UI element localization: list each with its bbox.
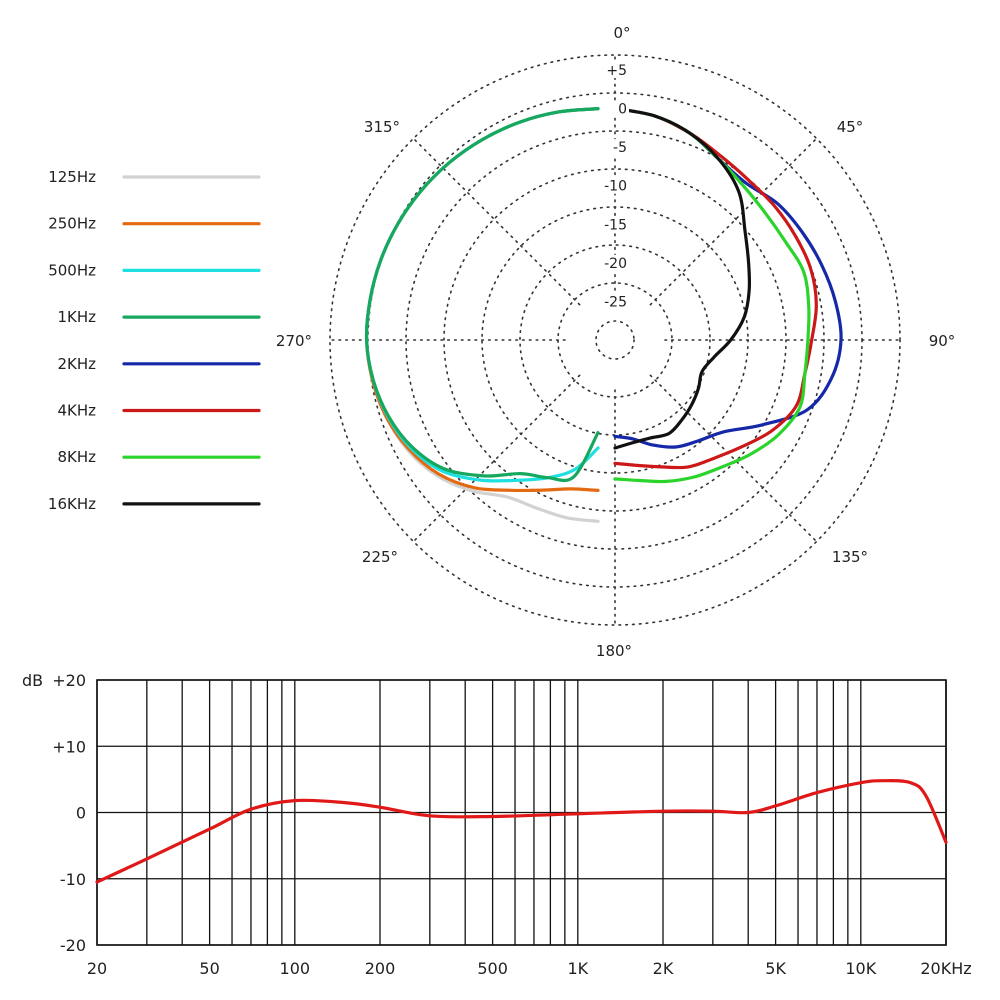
legend-label: 250Hz xyxy=(48,215,96,233)
polar-series-16khz xyxy=(613,107,752,450)
response-y-tick-label: -20 xyxy=(60,936,86,955)
legend-label: 8KHz xyxy=(57,448,96,466)
polar-radial-label-bg xyxy=(601,100,629,117)
polar-chart: +5 0 -5 -10 -15 -20 -25 0° 45° 90° 135° 180° 225° 27… xyxy=(276,24,955,660)
polar-radial-label: 0 xyxy=(618,102,627,118)
polar-radial-label: +5 xyxy=(606,63,627,79)
polar-ring xyxy=(443,168,787,512)
polar-angle-label: 0° xyxy=(613,24,630,42)
response-labels: 20 50 100 200 500 1K 2K 5K 10K 20KHz -20 -10 0 +10 +20… xyxy=(22,671,972,978)
polar-series-2khz xyxy=(613,107,843,449)
legend-label: 2KHz xyxy=(57,355,96,373)
polar-angle-label: 225° xyxy=(362,548,398,566)
polar-angle-label: 180° xyxy=(596,642,632,660)
legend-label: 1KHz xyxy=(57,308,96,326)
polar-angle-label: 45° xyxy=(837,118,864,136)
response-x-tick-label: 100 xyxy=(280,959,311,978)
polar-spoke xyxy=(412,137,581,306)
response-grid xyxy=(96,679,947,946)
polar-spoke xyxy=(649,374,818,543)
response-x-tick-label: 50 xyxy=(199,959,219,978)
response-curve xyxy=(95,779,948,884)
polar-radial-label: -5 xyxy=(613,140,627,156)
polar-ring xyxy=(329,54,901,626)
polar-radial-label-bg xyxy=(601,216,629,233)
polar-radial-label-bg xyxy=(601,293,629,310)
response-x-tick-label: 200 xyxy=(365,959,396,978)
polar-series-1khz xyxy=(364,107,600,483)
polar-series-4khz xyxy=(613,107,818,470)
polar-series-500hz xyxy=(364,107,600,483)
response-line xyxy=(95,779,948,884)
response-x-tick-label: 2K xyxy=(653,959,674,978)
polar-ring xyxy=(595,320,635,360)
legend-label: 125Hz xyxy=(48,168,96,186)
polar-angle-label: 135° xyxy=(832,548,868,566)
polar-radial-label-bg xyxy=(601,139,629,156)
polar-radial-label-bg xyxy=(601,254,629,271)
legend-label: 500Hz xyxy=(48,261,96,279)
polar-angle-label: 90° xyxy=(929,332,956,350)
polar-spoke xyxy=(649,137,818,306)
polar-radial-label: -15 xyxy=(604,217,627,233)
response-y-tick-label: +10 xyxy=(52,737,86,756)
response-x-tick-label: 20KHz xyxy=(920,959,971,978)
legend: 125Hz 250Hz 500Hz 1KHz 2KHz 4KHz 8KHz 16KHz xyxy=(48,168,261,513)
legend-label: 4KHz xyxy=(57,402,96,420)
response-x-tick-label: 1K xyxy=(567,959,588,978)
polar-ring-labels: +5 0 -5 -10 -15 -20 -25 xyxy=(601,62,629,310)
response-frame xyxy=(96,679,947,946)
response-x-tick-label: 20 xyxy=(87,959,107,978)
polar-radial-label-bg xyxy=(601,177,629,194)
response-x-tick-label: 500 xyxy=(477,959,508,978)
polar-radial-label: -20 xyxy=(604,256,627,272)
polar-ring xyxy=(405,130,825,550)
response-x-tick-label: 10K xyxy=(845,959,876,978)
response-x-tick-label: 5K xyxy=(765,959,786,978)
polar-radial-label: -10 xyxy=(604,179,627,195)
frequency-response-chart: 20 50 100 200 500 1K 2K 5K 10K 20KHz -20 -10 0 +10 +20… xyxy=(22,671,972,978)
polar-spokes xyxy=(329,54,901,626)
polar-radial-label-bg xyxy=(601,62,629,78)
response-y-tick-label: -10 xyxy=(60,870,86,889)
polar-angle-label: 315° xyxy=(364,118,400,136)
legend-label: 16KHz xyxy=(48,495,96,513)
response-y-tick-label: +20 xyxy=(52,671,86,690)
polar-angle-label: 270° xyxy=(276,332,312,350)
response-y-axis-label: dB xyxy=(22,671,43,690)
polar-spoke xyxy=(412,374,581,543)
polar-radial-label: -25 xyxy=(604,294,627,310)
polar-angle-labels: 0° 45° 90° 135° 180° 225° 270° 315° xyxy=(276,24,955,660)
response-y-tick-label: 0 xyxy=(76,804,86,823)
polar-curves xyxy=(364,107,843,523)
